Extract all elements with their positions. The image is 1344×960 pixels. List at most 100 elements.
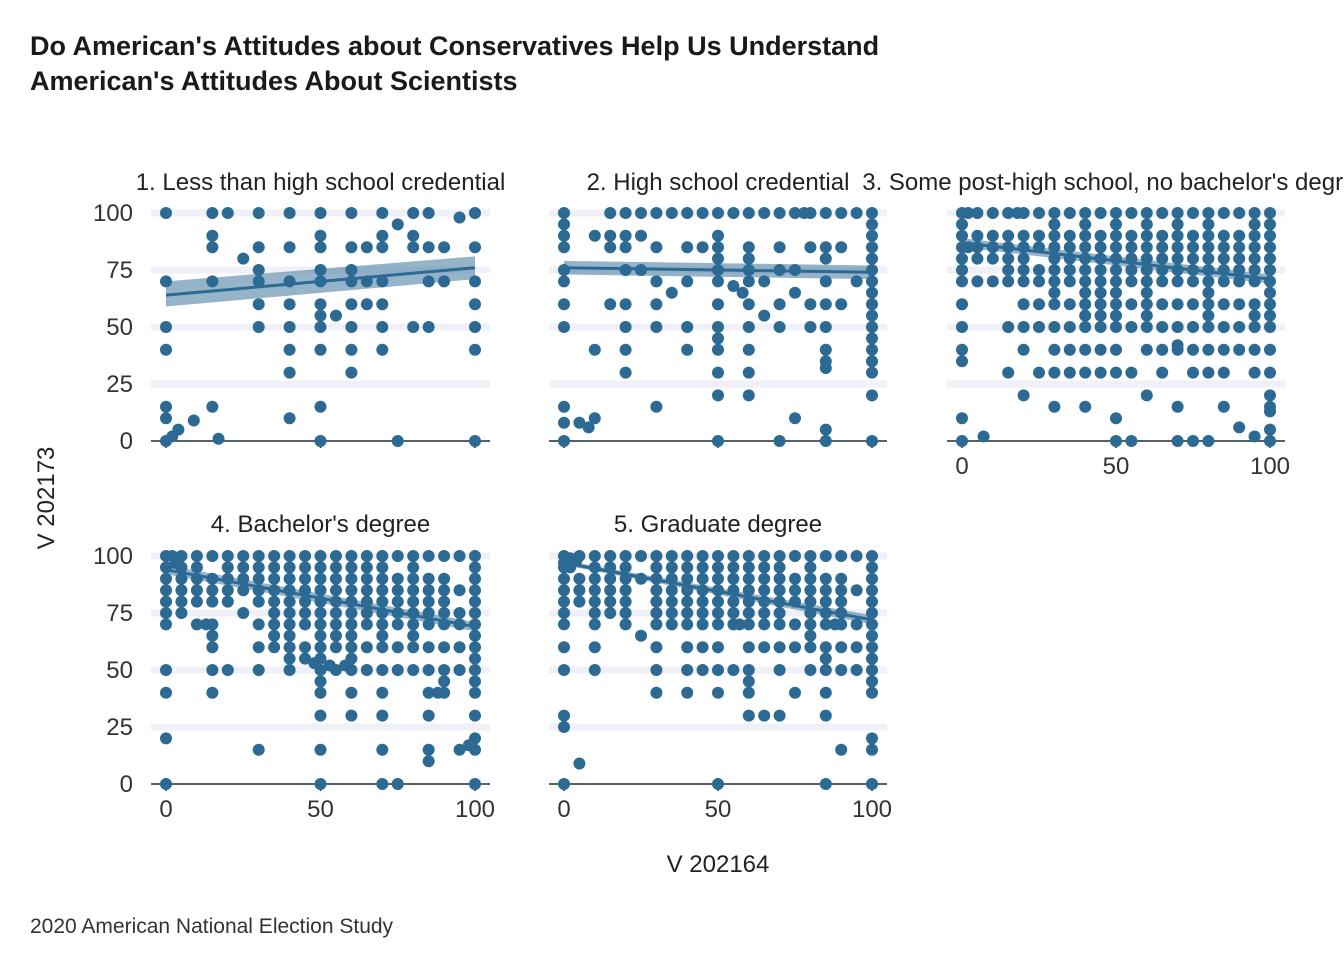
data-point (712, 435, 724, 447)
data-point (469, 641, 481, 654)
data-point (619, 595, 632, 608)
data-point (665, 286, 678, 299)
data-point (1248, 229, 1261, 242)
data-point (712, 607, 724, 619)
data-point (835, 743, 848, 756)
data-point (835, 572, 848, 585)
data-point (469, 652, 481, 665)
data-point (438, 686, 451, 699)
facet-panel: 0 50 100 5. Graduate degree (549, 511, 892, 823)
data-point (727, 664, 740, 676)
data-point (453, 607, 466, 619)
data-point (252, 321, 265, 333)
data-point (866, 629, 878, 642)
data-point (1033, 264, 1045, 276)
data-point (696, 664, 709, 676)
data-point (190, 550, 203, 562)
data-point (1140, 343, 1153, 356)
data-point (376, 207, 389, 219)
data-point (1248, 252, 1261, 265)
data-point (299, 641, 312, 654)
data-point (742, 207, 755, 219)
data-point (1233, 421, 1246, 434)
data-point (469, 561, 481, 574)
data-point (588, 618, 601, 631)
data-point (573, 550, 586, 562)
y-tick-label: 25 (106, 371, 133, 398)
data-point (1110, 229, 1122, 242)
data-point (1140, 241, 1153, 254)
data-point (742, 343, 755, 356)
data-point (866, 550, 878, 562)
data-point (773, 664, 786, 676)
data-point (588, 664, 601, 676)
data-point (681, 343, 694, 356)
data-point (1048, 241, 1061, 254)
data-point (696, 241, 709, 254)
data-point (773, 607, 786, 619)
data-point (956, 275, 968, 288)
data-point (1002, 275, 1015, 288)
data-point (345, 572, 358, 585)
data-point (469, 607, 481, 619)
data-point (742, 709, 755, 722)
data-point (742, 641, 755, 654)
data-point (681, 607, 694, 619)
data-point (206, 686, 219, 699)
data-point (1125, 207, 1138, 219)
data-point (558, 595, 570, 608)
data-point (376, 241, 389, 254)
data-point (160, 412, 172, 425)
data-point (314, 607, 327, 619)
data-point (252, 275, 265, 288)
data-point (819, 652, 832, 665)
data-point (1171, 252, 1184, 265)
data-point (1264, 389, 1276, 402)
data-point (819, 362, 832, 375)
data-point (1048, 229, 1061, 242)
data-point (1125, 321, 1138, 333)
data-point (758, 618, 771, 631)
data-point (558, 416, 570, 429)
data-point (283, 664, 296, 676)
data-point (1140, 298, 1153, 311)
data-point (1002, 252, 1015, 265)
data-point (619, 321, 632, 333)
data-point (190, 595, 203, 608)
data-point (345, 343, 358, 356)
data-point (866, 778, 878, 790)
data-point (819, 550, 832, 562)
data-point (681, 572, 694, 585)
data-point (299, 561, 312, 574)
data-point (422, 618, 435, 631)
data-point (252, 241, 265, 254)
data-point (835, 664, 848, 676)
data-point (252, 572, 265, 585)
data-point (1140, 275, 1153, 288)
data-point (758, 275, 771, 288)
data-point (588, 412, 601, 425)
data-point (1217, 321, 1230, 333)
data-point (956, 229, 968, 242)
data-point (1202, 435, 1215, 447)
data-point (665, 607, 678, 619)
data-point (160, 343, 172, 356)
data-point (314, 584, 327, 597)
data-point (558, 709, 570, 722)
data-point (850, 641, 863, 654)
data-point (1110, 218, 1122, 231)
data-point (804, 595, 817, 608)
data-point (1094, 309, 1107, 322)
data-point (696, 561, 709, 574)
data-point (819, 572, 832, 585)
data-point (469, 321, 481, 333)
data-point (619, 561, 632, 574)
data-point (314, 561, 327, 574)
data-point (712, 664, 724, 676)
data-point (1017, 264, 1030, 276)
data-point (635, 207, 647, 219)
data-point (469, 584, 481, 597)
data-point (1187, 241, 1199, 254)
data-point (1140, 286, 1153, 299)
data-point (329, 550, 342, 562)
